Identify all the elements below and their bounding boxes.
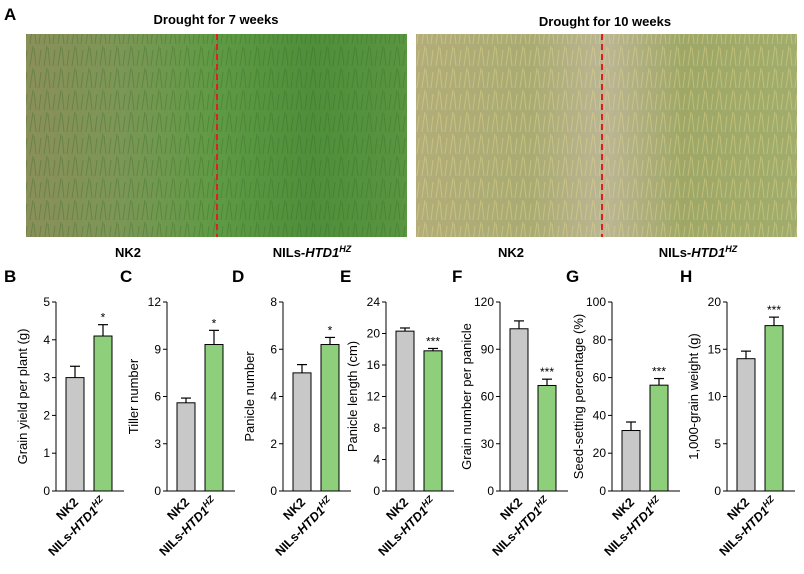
significance-label: * xyxy=(101,311,106,325)
y-tick-label: 8 xyxy=(373,421,380,435)
y-tick-label: 4 xyxy=(43,333,50,347)
photo-left-label: NK2 xyxy=(115,245,141,260)
y-tick-label: 9 xyxy=(154,342,161,356)
y-tick-label: 5 xyxy=(43,295,50,309)
significance-label: *** xyxy=(426,334,440,348)
bar-nk2 xyxy=(621,430,641,492)
panel-letter: D xyxy=(232,267,244,286)
y-tick-label: 1 xyxy=(43,446,50,460)
y-tick-label: 0 xyxy=(599,484,606,498)
y-tick-label: 90 xyxy=(481,342,495,356)
bar-nk2 xyxy=(509,328,529,492)
y-tick-label: 10 xyxy=(708,390,722,404)
y-tick-label: 60 xyxy=(593,371,607,385)
photo-drought-7-weeks: Drought for 7 weeks NK2 NILs-HTD1HZ xyxy=(26,12,407,260)
panel-letter: H xyxy=(680,267,692,286)
y-tick-label: 3 xyxy=(154,437,161,451)
y-axis-title: Grain number per panicle xyxy=(459,323,474,470)
panel-letter: C xyxy=(120,267,132,286)
bar-nk2 xyxy=(292,372,312,492)
y-tick-label: 0 xyxy=(270,484,277,498)
y-tick-label: 80 xyxy=(593,333,607,347)
panel-letter: G xyxy=(566,267,579,286)
photo-right-label: NILs-HTD1HZ xyxy=(273,244,352,260)
y-tick-label: 2 xyxy=(43,408,50,422)
y-tick-label: 40 xyxy=(593,408,607,422)
panel-letter: E xyxy=(340,267,351,286)
y-axis-title: 1,000-grain weight (g) xyxy=(686,333,701,459)
y-tick-label: 15 xyxy=(708,342,722,356)
panel-letter-a: A xyxy=(4,5,16,24)
y-tick-label: 60 xyxy=(481,390,495,404)
y-axis-title: Tiller number xyxy=(126,358,141,434)
bar-nil xyxy=(423,350,443,492)
y-axis-title: Seed-setting percentage (%) xyxy=(571,314,586,479)
y-tick-label: 16 xyxy=(367,358,381,372)
y-tick-label: 120 xyxy=(474,295,494,309)
photo-title: Drought for 7 weeks xyxy=(154,12,279,27)
y-tick-label: 12 xyxy=(148,295,162,309)
field-photo-texture xyxy=(416,34,797,237)
y-tick-label: 0 xyxy=(154,484,161,498)
bar-nil xyxy=(320,344,340,492)
y-tick-label: 2 xyxy=(270,437,277,451)
bar-nil xyxy=(204,344,224,492)
photo-right-label: NILs-HTD1HZ xyxy=(659,244,738,260)
y-axis-title: Grain yield per plant (g) xyxy=(15,329,30,465)
panel-letter: F xyxy=(452,267,462,286)
y-tick-label: 6 xyxy=(154,390,161,404)
bar-nil xyxy=(649,384,669,492)
bar-nk2 xyxy=(736,358,756,492)
y-tick-label: 30 xyxy=(481,437,495,451)
photo-title: Drought for 10 weeks xyxy=(539,14,671,29)
bar-nk2 xyxy=(65,377,85,492)
panel-letter: B xyxy=(4,267,16,286)
significance-label: * xyxy=(212,316,217,330)
y-tick-label: 0 xyxy=(373,484,380,498)
y-tick-label: 4 xyxy=(373,453,380,467)
photo-left-label: NK2 xyxy=(498,245,524,260)
y-axis-title: Panicle length (cm) xyxy=(345,341,360,452)
y-tick-label: 0 xyxy=(487,484,494,498)
bar-nil xyxy=(537,384,557,492)
significance-label: *** xyxy=(652,365,666,379)
y-tick-label: 20 xyxy=(593,446,607,460)
y-axis-title: Panicle number xyxy=(242,351,257,442)
significance-label: * xyxy=(328,323,333,337)
y-tick-label: 24 xyxy=(367,295,381,309)
y-tick-label: 5 xyxy=(714,437,721,451)
y-tick-label: 12 xyxy=(367,390,381,404)
bar-nil xyxy=(93,335,113,492)
y-tick-label: 100 xyxy=(586,295,606,309)
photo-drought-10-weeks: Drought for 10 weeks NK2 NILs-HTD1HZ xyxy=(416,14,797,260)
y-tick-label: 6 xyxy=(270,342,277,356)
y-tick-label: 0 xyxy=(714,484,721,498)
bar-nk2 xyxy=(395,330,415,492)
y-tick-label: 8 xyxy=(270,295,277,309)
y-tick-label: 3 xyxy=(43,371,50,385)
y-tick-label: 4 xyxy=(270,390,277,404)
y-tick-label: 20 xyxy=(708,295,722,309)
significance-label: *** xyxy=(540,365,554,379)
y-tick-label: 0 xyxy=(43,484,50,498)
significance-label: *** xyxy=(767,303,781,317)
bar-nil xyxy=(764,325,784,492)
bar-nk2 xyxy=(176,402,196,492)
y-tick-label: 20 xyxy=(367,327,381,341)
